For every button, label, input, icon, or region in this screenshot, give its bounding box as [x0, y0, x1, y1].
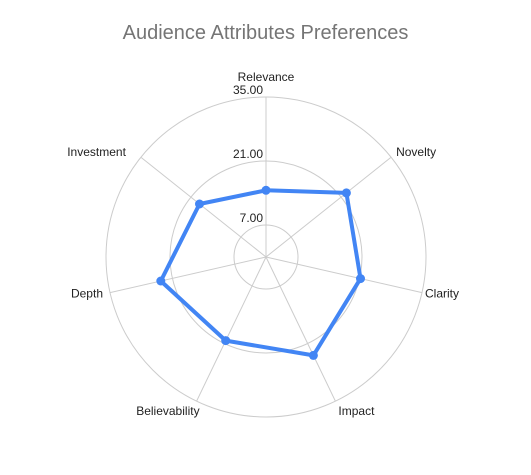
tick-labels: 7.00 21.00 35.00	[233, 83, 263, 225]
axis-label-1: Novelty	[396, 145, 436, 159]
data-point-0	[261, 185, 271, 195]
axis-label-0: Relevance	[238, 70, 295, 84]
data-point-2	[356, 274, 365, 284]
axis-label-3: Impact	[338, 404, 375, 418]
axis-label-4: Believability	[136, 404, 199, 418]
spoke-2	[265, 256, 423, 294]
tick-label-2: 35.00	[233, 83, 263, 97]
spoke-5	[109, 256, 267, 294]
tick-label-1: 21.00	[233, 147, 263, 161]
data-point-1	[341, 188, 351, 198]
data-point-6	[195, 199, 204, 209]
spoke-3	[265, 256, 336, 402]
spoke-4	[196, 256, 267, 402]
grid-spokes	[109, 97, 423, 402]
axis-label-5: Depth	[71, 287, 103, 301]
series-layer	[156, 185, 365, 360]
axis-label-2: Clarity	[425, 287, 459, 301]
data-point-4	[221, 336, 231, 346]
spoke-6	[140, 156, 267, 258]
chart-title: Audience Attributes Preferences	[122, 22, 409, 44]
spoke-1	[265, 156, 392, 258]
tick-label-0: 7.00	[240, 211, 264, 225]
data-point-5	[156, 276, 166, 286]
axis-label-6: Investment	[67, 145, 126, 159]
axis-labels: Relevance Novelty Clarity Impact Believabili…	[67, 70, 459, 418]
series-line-0	[158, 188, 363, 358]
data-point-3	[308, 350, 318, 360]
